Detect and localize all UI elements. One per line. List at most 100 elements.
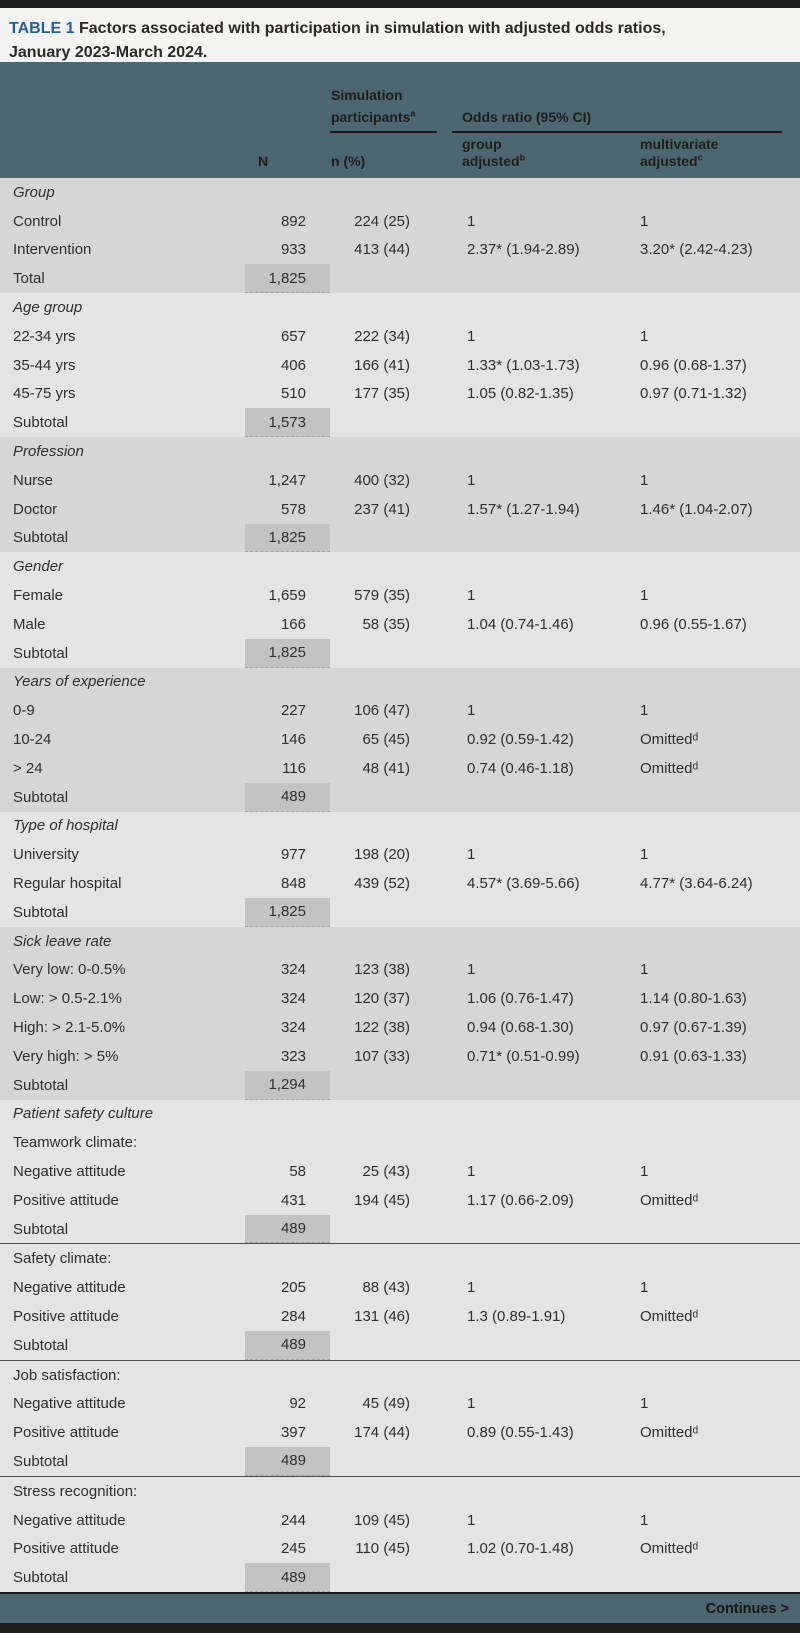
cell-group-adjusted: 1 [467,587,476,605]
cell-n: 489 [245,1330,330,1360]
cell-multivariate-adjusted: Omittedᵈ [640,731,699,749]
cell-n: 1,825 [245,638,330,668]
col-group-adjusted: group adjustedb [462,136,525,170]
cell-n: 892 [280,212,306,230]
cell-participants: 65 (45) [362,731,410,749]
cell-multivariate-adjusted: 1 [640,1162,649,1180]
cell-multivariate-adjusted: 1 [640,846,649,864]
cell-participants: 194 (45) [354,1191,410,1209]
cell-multivariate-adjusted: 0.97 (0.71-1.32) [640,385,747,403]
cell-participants: 174 (44) [354,1424,410,1442]
row-label: > 24 [13,759,43,777]
cell-group-adjusted: 1 [467,846,476,864]
subsection-title: Safety climate: [0,1244,800,1273]
cell-n: 489 [245,782,330,812]
cell-n: 92 [289,1395,306,1413]
subtotal-row: Subtotal 489 [0,1214,800,1244]
cell-participants: 122 (38) [354,1019,410,1036]
cell-multivariate-adjusted: Omittedᵈ [640,1424,699,1442]
subtotal-row: Total 1,825 [0,264,800,294]
table-row: Negative attitude 205 88 (43) 1 1 [0,1273,800,1302]
cell-group-adjusted: 1.3 (0.89-1.91) [467,1307,566,1325]
cell-group-adjusted: 1 [467,471,476,489]
subtotal-row: Subtotal 1,825 [0,523,800,553]
section: Group Control 892 224 (25) 1 1 Intervention 933… [0,178,800,294]
cell-n: 244 [280,1511,306,1529]
cell-multivariate-adjusted: 1 [640,587,649,605]
cell-group-adjusted: 1.04 (0.74-1.46) [467,615,574,633]
table-row: Negative attitude 92 45 (49) 1 1 [0,1389,800,1418]
row-label: Low: > 0.5-2.1% [13,990,122,1008]
table-row: 0-9 227 106 (47) 1 1 [0,696,800,725]
table-title-label: TABLE 1 [9,20,75,37]
cell-multivariate-adjusted: 4.77* (3.64-6.24) [640,875,753,893]
cell-n: 1,247 [268,471,306,489]
col-sim-line1: Simulation [331,87,403,103]
subtotal-row: Subtotal 489 [0,1330,800,1360]
section-title: Sick leave rate [0,927,800,956]
row-label: 10-24 [13,731,52,749]
continues-label: Continues > [705,1600,789,1617]
subsection-title-label: Job satisfaction: [13,1366,121,1384]
row-label: Total [13,270,45,288]
footnote-b-marker: b [519,152,526,163]
subsection-title: Stress recognition: [0,1477,800,1506]
cell-group-adjusted: 4.57* (3.69-5.66) [467,875,580,893]
section-title-label: Type of hospital [13,817,118,835]
subsection-title-label: Teamwork climate: [13,1134,138,1152]
cell-group-adjusted: 0.71* (0.51-0.99) [467,1047,580,1065]
section-title-label: Years of experience [13,673,146,691]
row-label: Subtotal [13,1336,69,1354]
cell-multivariate-adjusted: 1 [640,212,649,230]
cell-group-adjusted: 1 [467,1511,476,1529]
col-n: N [258,153,269,169]
table-row: Nurse 1,247 400 (32) 1 1 [0,466,800,495]
cell-multivariate-adjusted: 0.97 (0.67-1.39) [640,1019,747,1036]
cell-group-adjusted: 1 [467,1395,476,1413]
row-label: Doctor [13,500,58,518]
subsection-title: Teamwork climate: [0,1128,800,1157]
cell-participants: 107 (33) [354,1047,410,1065]
row-label: Subtotal [13,644,69,662]
section-title-label: Age group [13,299,83,317]
section: Profession Nurse 1,247 400 (32) 1 1 Doctor 578 2… [0,437,800,553]
top-bar [0,0,800,8]
cell-multivariate-adjusted: 1 [640,327,649,345]
cell-multivariate-adjusted: Omittedᵈ [640,759,699,777]
table-body: Group Control 892 224 (25) 1 1 Intervention 933… [0,178,800,1593]
cell-group-adjusted: 1 [467,1279,476,1297]
row-label: Negative attitude [13,1279,126,1297]
cell-n: 166 [280,615,306,633]
subtotal-row: Subtotal 1,825 [0,897,800,927]
table-row: Regular hospital 848 439 (52) 4.57* (3.69-5… [0,869,800,898]
row-label: Positive attitude [13,1424,119,1442]
table-row: Doctor 578 237 (41) 1.57* (1.27-1.94) 1.46* … [0,495,800,524]
row-label: Intervention [13,241,92,259]
cell-n: 205 [280,1279,306,1297]
table-row: 45-75 yrs 510 177 (35) 1.05 (0.82-1.35) 0.97… [0,380,800,409]
table-row: 22-34 yrs 657 222 (34) 1 1 [0,322,800,351]
table-row: Positive attitude 397 174 (44) 0.89 (0.55-1… [0,1418,800,1447]
cell-multivariate-adjusted: Omittedᵈ [640,1191,699,1209]
cell-group-adjusted: 1.06 (0.76-1.47) [467,990,574,1008]
cell-participants: 166 (41) [354,356,410,374]
row-label: Subtotal [13,1569,69,1587]
table-row: Negative attitude 58 25 (43) 1 1 [0,1157,800,1186]
cell-n: 323 [280,1047,306,1065]
subtotal-row: Subtotal 489 [0,1563,800,1593]
section-title: Patient safety culture [0,1100,800,1129]
cell-multivariate-adjusted: 1 [640,1511,649,1529]
section-title: Type of hospital [0,812,800,841]
section-title-label: Sick leave rate [13,932,112,950]
cell-participants: 198 (20) [354,846,410,864]
cell-participants: 400 (32) [354,471,410,489]
cell-n: 245 [280,1540,306,1558]
cell-group-adjusted: 0.92 (0.59-1.42) [467,731,574,749]
table-row: Very high: > 5% 323 107 (33) 0.71* (0.51-0.… [0,1042,800,1071]
cell-participants: 237 (41) [354,500,410,518]
subtotal-row: Subtotal 1,825 [0,638,800,668]
section-title: Age group [0,293,800,322]
bottom-bar [0,1623,800,1633]
col-odds-ratio: Odds ratio (95% CI) [462,109,592,125]
cell-group-adjusted: 1.17 (0.66-2.09) [467,1191,574,1209]
